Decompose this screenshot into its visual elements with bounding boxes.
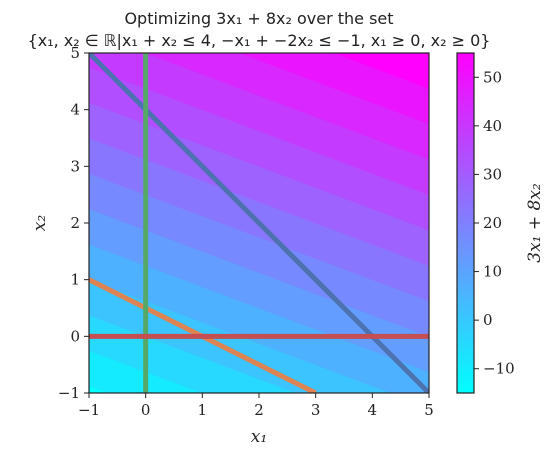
colorbar-tick-label: 0 <box>483 311 493 329</box>
y-tick-label: 1 <box>70 271 80 289</box>
contour-band <box>240 53 429 125</box>
y-axis-label: x₂ <box>30 215 50 232</box>
contour-band <box>89 137 429 302</box>
colorbar-tick-label: −10 <box>483 360 515 378</box>
colorbar <box>456 52 475 394</box>
colorbar-tick-label: 40 <box>483 117 502 135</box>
x-axis-label: x₁ <box>251 427 267 447</box>
x-axis-ticks: −1 0 1 2 3 4 5 <box>78 393 434 419</box>
contour-band <box>89 173 429 337</box>
chart-title-line-1: Optimizing 3x₁ + 8x₂ over the set <box>124 9 393 28</box>
colorbar-tick-label: 20 <box>483 214 502 232</box>
constraint-lines <box>89 53 429 393</box>
y-tick-label: −1 <box>58 384 80 402</box>
x-tick-label: 4 <box>368 401 378 419</box>
contour-band <box>145 53 429 160</box>
x-tick-label: 5 <box>424 401 434 419</box>
contour-band <box>89 66 429 231</box>
y-tick-label: 4 <box>70 101 80 119</box>
colorbar-tick-label: 50 <box>483 68 502 86</box>
y-tick-label: 5 <box>70 44 80 62</box>
y-tick-label: 2 <box>70 214 80 232</box>
y-tick-label: 0 <box>70 327 80 345</box>
x-tick-label: −1 <box>78 401 100 419</box>
chart-title-line-2: {x₁, x₂ ∈ ℝ|x₁ + x₂ ≤ 4, −x₁ + −2x₂ ≤ −1… <box>28 31 491 50</box>
y-axis-ticks: −1 0 1 2 3 4 5 <box>58 44 89 402</box>
contour-band <box>89 208 429 373</box>
x-tick-label: 0 <box>141 401 151 419</box>
colorbar-label: 3x₁ + 8x₂ <box>525 183 545 263</box>
colorbar-ticks: −10 0 10 20 30 40 50 <box>474 68 515 378</box>
x-tick-label: 3 <box>311 401 321 419</box>
colorbar-tick-label: 30 <box>483 165 502 183</box>
contour-band <box>89 102 429 266</box>
contour-band <box>334 53 429 89</box>
x-tick-label: 2 <box>254 401 264 419</box>
y-tick-label: 3 <box>70 157 80 175</box>
x-tick-label: 1 <box>198 401 208 419</box>
contour-fill <box>89 53 429 393</box>
colorbar-tick-label: 10 <box>483 263 502 281</box>
